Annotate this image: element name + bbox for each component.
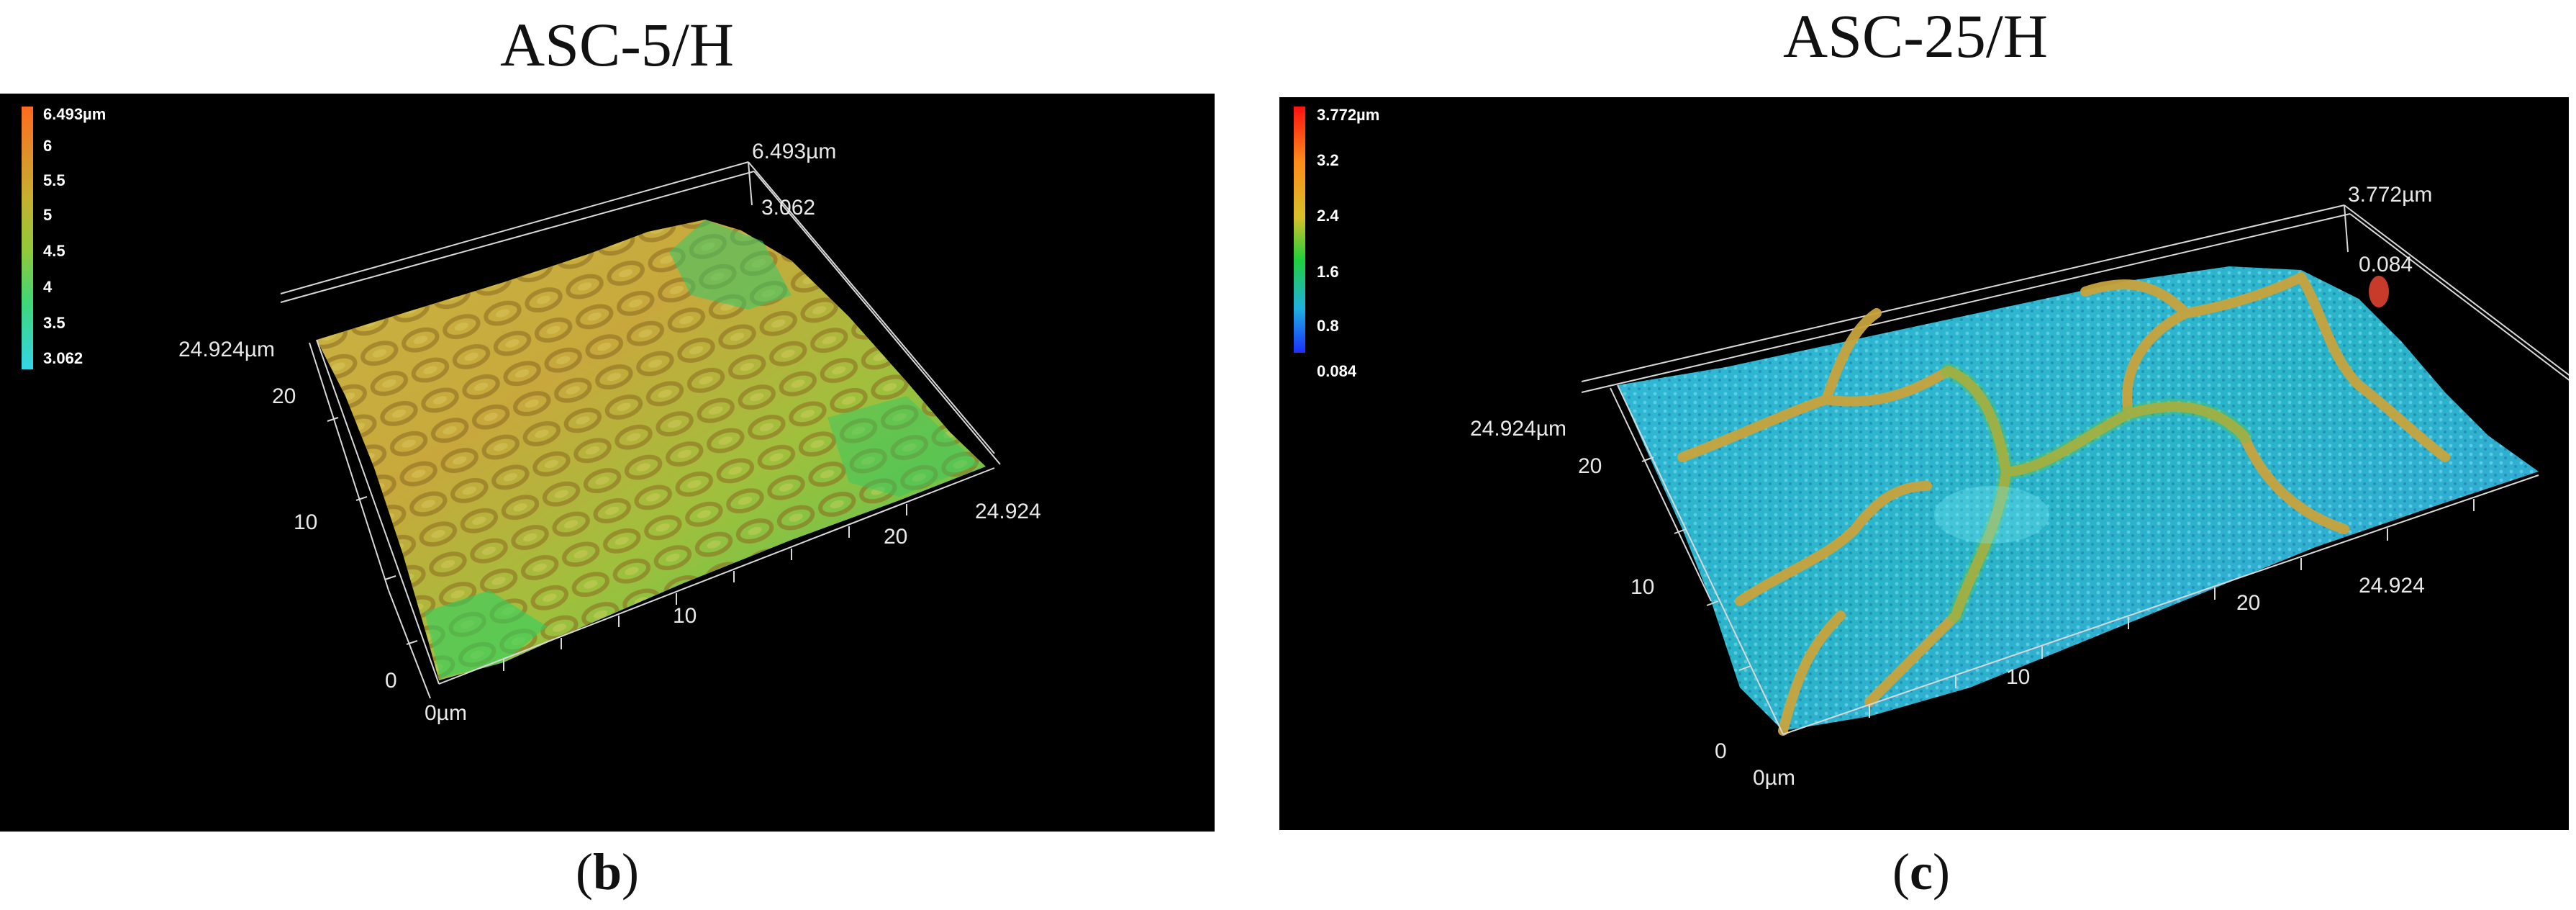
cbar-c-tick: 1.6 [1317,263,1339,281]
cbar-c-tick: 2.4 [1317,207,1339,225]
surface-c-svg: 3.772µm 3.2 2.4 1.6 0.8 0.084 3.772µm 0.… [1294,106,2569,790]
panel-b-label: (b) [576,843,640,901]
axis-b-zmin-label: 3.062 [761,196,815,220]
axis-c-xtick: 20 [2236,591,2260,615]
axis-c-xtick: 10 [2006,665,2030,689]
cbar-b-tick: 3.5 [43,314,65,332]
cbar-c-tick: 3.772µm [1317,106,1379,124]
cbar-c-tick: 3.2 [1317,151,1339,169]
cbar-b-tick: 4.5 [43,242,65,260]
axis-b-xtick: 20 [884,525,907,549]
cbar-b-tick: 6 [43,137,52,155]
axis-c-ytick: 20 [1578,454,1602,478]
axis-b-ytick: 10 [294,510,317,534]
colorbar-c [1294,107,1305,353]
cbar-b-tick: 5 [43,206,52,224]
bounding-box-c [1581,204,2569,393]
axis-b-ytick: 20 [272,384,296,408]
colorbar-b [22,107,33,369]
cbar-b-tick: 3.062 [43,349,83,367]
panel-c-label: (c) [1892,843,1950,901]
axis-b-xmax-label: 24.924 [975,500,1041,523]
axis-c-zmax-label: 3.772µm [2348,183,2432,207]
axis-c-ticks [1641,456,2475,718]
axis-b-zmax-label: 6.493µm [752,140,836,163]
panel-c-surface-plot: 3.772µm 3.2 2.4 1.6 0.8 0.084 3.772µm 0.… [1279,97,2569,830]
axis-c-ytick: 0 [1715,739,1727,763]
axes-c [1610,384,2539,735]
axis-c-xorigin-label: 0µm [1753,766,1795,790]
axis-b-ticks [327,417,907,671]
axis-c-ytick: 10 [1631,575,1654,599]
ridges-c [1677,272,2450,736]
axis-b-ytick: 0 [385,669,397,693]
axis-b-ymax-label: 24.924µm [178,338,275,361]
panel-c-title: ASC-25/H [1783,1,2048,71]
axis-c-xmax-label: 24.924 [2359,574,2425,598]
cbar-c-tick: 0.084 [1317,362,1357,380]
axis-c-ymax-label: 24.924µm [1470,417,1566,441]
cbar-b-tick: 5.5 [43,171,65,189]
axis-b-xorigin-label: 0µm [425,701,467,725]
colorbar-b-ticks: 6.493µm 6 5.5 5 4.5 4 3.5 3.062 [43,105,106,367]
colorbar-c-ticks: 3.772µm 3.2 2.4 1.6 0.8 0.084 [1317,106,1379,380]
panel-b-title: ASC-5/H [500,10,734,79]
cbar-b-tick: 4 [43,278,53,296]
cbar-c-tick: 0.8 [1317,317,1339,335]
panel-b-surface-plot: 6.493µm 6 5.5 5 4.5 4 3.5 3.062 6.493µm … [0,94,1215,832]
axis-b-xtick: 10 [673,604,697,628]
bounding-box-b [280,161,1001,465]
axes-b [309,339,995,699]
surface-b-svg: 6.493µm 6 5.5 5 4.5 4 3.5 3.062 6.493µm … [22,105,1041,725]
cbar-b-tick: 6.493µm [43,105,106,123]
axis-c-zmin-label: 0.084 [2359,253,2413,276]
